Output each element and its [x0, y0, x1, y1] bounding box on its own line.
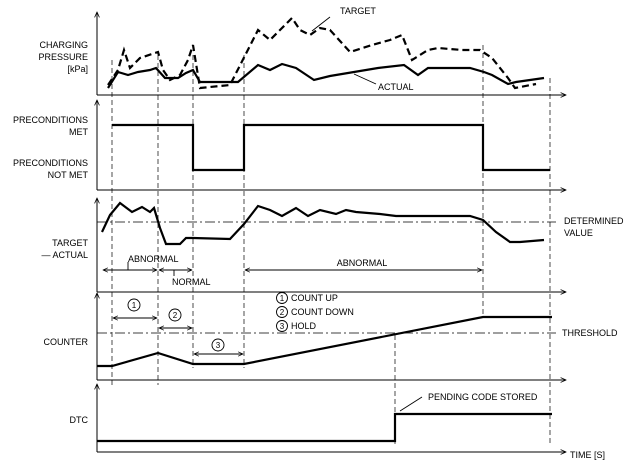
actual-label: ACTUAL: [378, 82, 414, 92]
panel-target-minus-actual: TARGET — ACTUAL DETERMINED VALUE ABNORMA…: [41, 198, 624, 292]
legend-3-number: 3: [280, 322, 285, 331]
preconditions-not-met-label-1: PRECONDITIONS: [13, 158, 88, 168]
target-pressure-line: [107, 16, 537, 90]
marker-1-circle: [127, 298, 141, 312]
target-actual-label-2: — ACTUAL: [41, 250, 88, 260]
threshold-label: THRESHOLD: [562, 328, 618, 338]
panel-dtc: DTC PENDING CODE STORED TIME [S]: [70, 384, 605, 460]
target-callout-line: [311, 16, 331, 32]
charging-pressure-label-3: [kPa]: [67, 64, 88, 74]
time-axis-label: TIME [S]: [570, 450, 605, 460]
counter-legend: 1 COUNT UP 2 COUNT DOWN 3 HOLD: [276, 292, 354, 332]
normal-label: NORMAL: [172, 277, 211, 287]
legend-hold: HOLD: [291, 321, 317, 331]
deviation-line: [101, 201, 545, 246]
legend-2-circle: [276, 306, 288, 318]
marker-3: 3: [216, 341, 221, 350]
legend-1-number: 1: [280, 294, 285, 303]
pending-code-callout-line: [399, 396, 423, 412]
panel-counter: COUNTER THRESHOLD 1 2 3 1 COUNT UP 2 COU…: [44, 292, 618, 381]
legend-count-down: COUNT DOWN: [291, 307, 354, 317]
pending-code-stored-label: PENDING CODE STORED: [428, 392, 538, 402]
dtc-signal: [97, 412, 552, 443]
marker-2-circle: [168, 308, 182, 322]
determined-value-label-2: VALUE: [564, 228, 593, 238]
dtc-label: DTC: [70, 415, 89, 425]
charging-pressure-label-2: PRESSURE: [38, 52, 88, 62]
legend-3-circle: [276, 320, 288, 332]
marker-2: 2: [173, 311, 178, 320]
preconditions-not-met-label-2: NOT MET: [48, 170, 89, 180]
charging-pressure-label-1: CHARGING: [39, 40, 88, 50]
marker-1: 1: [132, 301, 137, 310]
preconditions-met-label-2: MET: [69, 127, 89, 137]
preconditions-signal: [112, 123, 550, 172]
determined-value-label-1: DETERMINED: [564, 216, 624, 226]
preconditions-met-label-1: PRECONDITIONS: [13, 115, 88, 125]
marker-3-circle: [211, 338, 225, 352]
legend-2-number: 2: [280, 308, 285, 317]
target-actual-label-1: TARGET: [52, 238, 88, 248]
actual-pressure-line: [107, 62, 545, 89]
target-label: TARGET: [340, 6, 376, 16]
panel-charging-pressure: CHARGING PRESSURE [kPa] TARGET ACTUAL: [38, 6, 566, 95]
legend-count-up: COUNT UP: [291, 293, 338, 303]
legend-1-circle: [276, 292, 288, 304]
counter-label: COUNTER: [44, 337, 89, 347]
abnormal-1-label: ABNORMAL: [128, 254, 179, 264]
actual-callout-line: [353, 73, 377, 85]
panel-preconditions: PRECONDITIONS MET PRECONDITIONS NOT MET: [13, 100, 566, 190]
counter-line: [97, 315, 552, 368]
abnormal-2-label: ABNORMAL: [337, 258, 388, 268]
